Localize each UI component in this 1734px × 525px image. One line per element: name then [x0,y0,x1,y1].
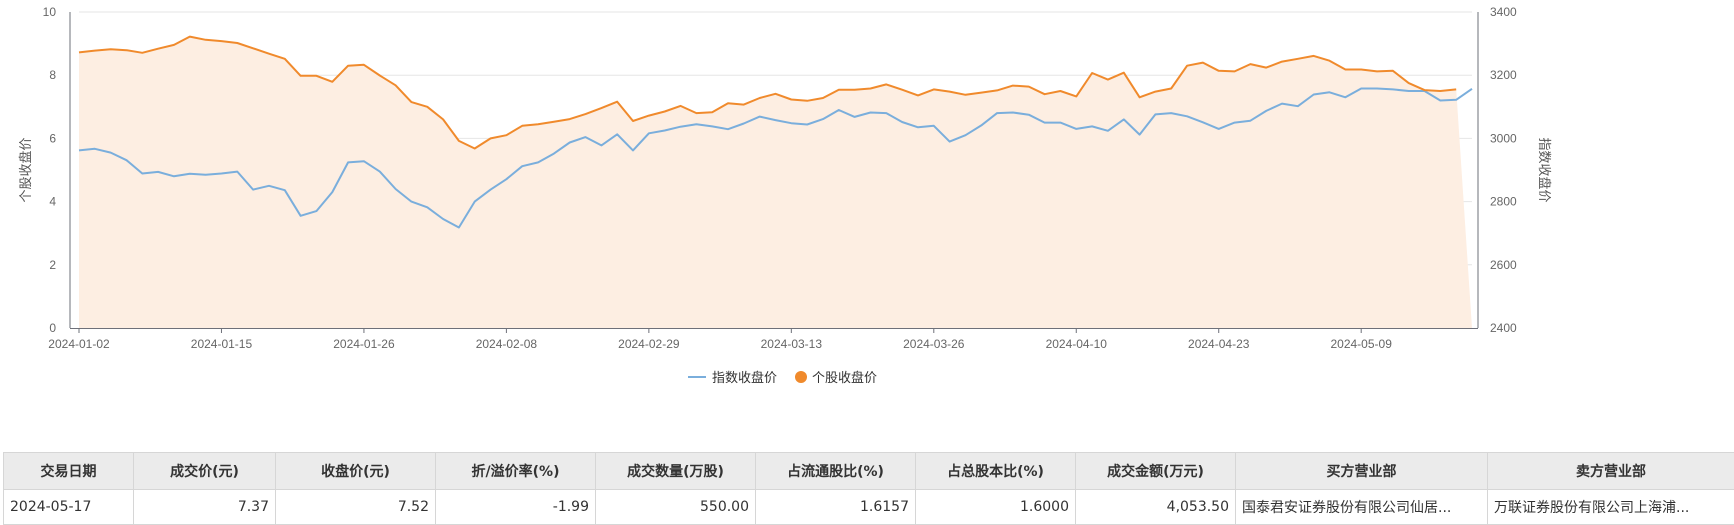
cell-buyer[interactable]: 国泰君安证券股份有限公司仙居... [1236,490,1488,525]
x-tick-label: 2024-02-29 [618,337,680,351]
y-right-tick-label: 3400 [1490,5,1517,19]
x-tick-label: 2024-03-26 [903,337,965,351]
table-row: 2024-05-17 7.37 7.52 -1.99 550.00 1.6157… [4,490,1734,525]
cell-close-price: 7.52 [276,490,436,525]
x-tick-label: 2024-01-15 [191,337,253,351]
header-trade-price: 成交价(元) [134,453,276,490]
cell-total-ratio: 1.6000 [916,490,1076,525]
y-right-tick-label: 3000 [1490,131,1517,145]
y-right-axis-title: 指数收盘价 [1536,137,1552,202]
y-right-tick-label: 2600 [1490,258,1517,272]
y-right-tick-label: 2800 [1490,195,1517,209]
header-volume: 成交数量(万股) [596,453,756,490]
cell-float-ratio: 1.6157 [756,490,916,525]
x-tick-label: 2024-05-09 [1330,337,1392,351]
series-area-1 [79,37,1472,328]
header-seller: 卖方营业部 [1488,453,1734,490]
header-close-price: 收盘价(元) [276,453,436,490]
header-total-ratio: 占总股本比(%) [916,453,1076,490]
header-trade-date: 交易日期 [4,453,134,490]
y-left-tick-label: 8 [49,68,56,82]
cell-trade-date: 2024-05-17 [4,490,134,525]
x-tick-label: 2024-03-13 [761,337,823,351]
y-right-tick-label: 3200 [1490,68,1517,82]
x-tick-label: 2024-04-23 [1188,337,1250,351]
y-right-tick-label: 2400 [1490,321,1517,335]
area-layer [79,37,1472,328]
x-tick-label: 2024-01-02 [48,337,110,351]
block-trade-table: 交易日期 成交价(元) 收盘价(元) 折/溢价率(%) 成交数量(万股) 占流通… [3,452,1734,525]
legend[interactable]: 指数收盘价 个股收盘价 [688,370,877,386]
y-left-axis-title: 个股收盘价 [18,137,34,202]
y-left-tick-label: 10 [43,5,57,19]
cell-seller[interactable]: 万联证券股份有限公司上海浦... [1488,490,1734,525]
legend-entry: 个股收盘价 [812,370,877,386]
y-left-tick-label: 2 [49,258,56,272]
header-buyer: 买方营业部 [1236,453,1488,490]
y-left-tick-label: 4 [49,195,56,209]
x-tick-label: 2024-04-10 [1046,337,1108,351]
cell-premium-rate: -1.99 [436,490,596,525]
chart-canvas: 0 2400 2 2600 4 2800 6 3000 8 3200 10 3400 2024-01-0… [0,0,1734,450]
header-premium-rate: 折/溢价率(%) [436,453,596,490]
price-comparison-chart: 0 2400 2 2600 4 2800 6 3000 8 3200 10 3400 2024-01-0… [0,0,1734,450]
cell-amount: 4,053.50 [1076,490,1236,525]
cell-volume: 550.00 [596,490,756,525]
header-float-ratio: 占流通股比(%) [756,453,916,490]
x-tick-label: 2024-01-26 [333,337,395,351]
header-amount: 成交金额(万元) [1076,453,1236,490]
legend-entry: 指数收盘价 [712,370,777,386]
y-left-tick-label: 6 [49,131,56,145]
table-header-row: 交易日期 成交价(元) 收盘价(元) 折/溢价率(%) 成交数量(万股) 占流通… [4,453,1734,490]
cell-trade-price: 7.37 [134,490,276,525]
legend-marker-dot [795,371,807,383]
x-tick-label: 2024-02-08 [476,337,538,351]
y-left-tick-label: 0 [49,321,56,335]
